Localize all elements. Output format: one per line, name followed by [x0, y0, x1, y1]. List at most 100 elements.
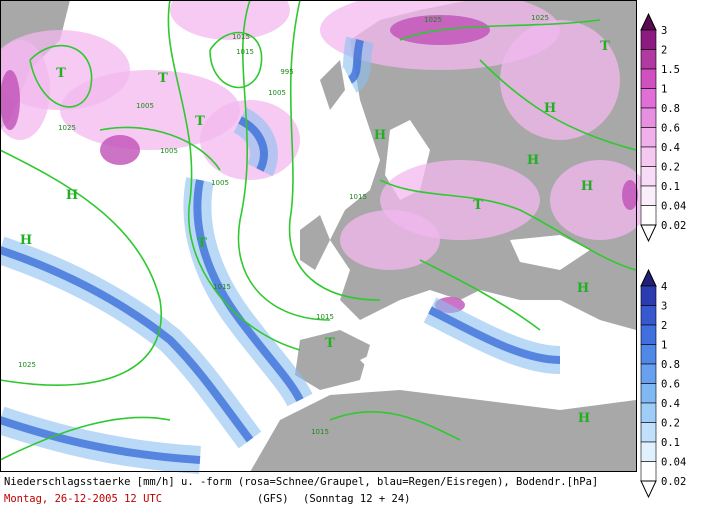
rain-swatch — [640, 363, 657, 384]
pressure-center: T — [197, 236, 207, 251]
snow-area — [340, 210, 440, 270]
rain-core — [347, 39, 364, 84]
rain-level-label: 2 — [661, 320, 667, 332]
isobar-label: 1005 — [268, 89, 286, 97]
rain-swatch — [640, 285, 657, 306]
rain-level-label: 4 — [661, 281, 667, 293]
snow-area — [60, 70, 240, 150]
isobar-label: 1025 — [58, 124, 76, 132]
precipitation — [0, 0, 650, 474]
isobar — [479, 59, 637, 151]
snow-level-label: 3 — [661, 25, 667, 37]
rain-level-label: 0.1 — [661, 437, 680, 449]
rain-swatch — [640, 344, 657, 365]
rain-core — [0, 416, 201, 464]
caption-run: (Sonntag 12 + 24) — [303, 493, 410, 505]
isobar-label: 1015 — [213, 283, 231, 291]
rain-level-label: 3 — [661, 301, 667, 313]
snow-level-label: 0.4 — [661, 142, 680, 154]
isobar — [167, 0, 301, 351]
rain-level-label: 0.04 — [661, 457, 686, 469]
rain-swatch — [640, 305, 657, 326]
isobar — [288, 0, 381, 301]
snow-bottom-arrow — [640, 224, 657, 243]
snow-level-label: 1.5 — [661, 64, 680, 76]
isobar — [209, 31, 263, 89]
isobar — [29, 44, 93, 108]
snow-level-label: 0.1 — [661, 181, 680, 193]
snow-swatch — [640, 68, 657, 89]
isobar-label: 1025 — [18, 361, 36, 369]
isobar — [419, 259, 541, 331]
snow-swatch — [640, 29, 657, 50]
isobar-label: 1015 — [349, 193, 367, 201]
pressure-center: H — [20, 233, 32, 248]
isobar-label: 1025 — [531, 14, 549, 22]
rain-core — [0, 246, 254, 443]
rain-bottom-arrow — [640, 480, 657, 499]
iberia — [295, 330, 370, 390]
map-labels: 1025 1025 1015 1015 995 1005 1005 1005 1025 1005 1… — [18, 14, 610, 436]
rain-level-label: 1 — [661, 340, 667, 352]
pressure-center: H — [544, 101, 556, 116]
snow-level-label: 0.04 — [661, 201, 686, 213]
snow-area — [500, 20, 620, 140]
map: 1025 1025 1015 1015 995 1005 1005 1005 1025 1005 1… — [0, 0, 650, 474]
pressure-center: H — [577, 281, 589, 296]
rain-core — [428, 306, 561, 364]
isobar — [379, 179, 637, 271]
caption-model: (GFS) — [257, 493, 289, 505]
snow-level-label: 0.6 — [661, 123, 680, 135]
snow-swatch — [640, 49, 657, 70]
pressure-center: T — [158, 71, 168, 86]
snow-level-label: 0.8 — [661, 103, 680, 115]
rain-swatch — [640, 441, 657, 462]
snow-swatch — [640, 127, 657, 148]
snow-level-label: 0.2 — [661, 162, 680, 174]
iceland — [320, 60, 345, 110]
rain-swatch — [640, 324, 657, 345]
isobar-label: 995 — [280, 68, 293, 76]
snow-core — [0, 70, 20, 130]
rain-core — [193, 179, 304, 402]
pressure-center: H — [374, 128, 386, 143]
rain-swatch — [640, 422, 657, 443]
snow-core — [100, 135, 140, 165]
snow-area — [170, 0, 290, 40]
isobars — [0, 0, 637, 461]
snow-swatch — [640, 205, 657, 226]
snow-swatch — [640, 107, 657, 128]
snow-swatch — [640, 88, 657, 109]
snow-swatch — [640, 166, 657, 187]
isobar-label: 1015 — [316, 313, 334, 321]
rain-core — [238, 116, 268, 172]
snow-core — [622, 180, 638, 210]
pressure-center: T — [600, 39, 610, 54]
isobar-label: 1015 — [236, 48, 254, 56]
rain-level-label: 0.6 — [661, 379, 680, 391]
pressure-center: T — [473, 198, 483, 213]
rain-swatch — [640, 402, 657, 423]
isobar — [99, 126, 221, 171]
isobar-label: 1005 — [136, 102, 154, 110]
mediterranean — [360, 330, 600, 390]
isobar-label: 1005 — [211, 179, 229, 187]
isobar-label: 1025 — [424, 16, 442, 24]
isobar — [0, 149, 162, 386]
legends: 3 2 1.5 1 0.8 0.6 0.4 0.2 0.1 0.04 0.02 4 3 2 1 0.8 0.6 0… — [640, 12, 686, 499]
snow-level-label: 0.02 — [661, 220, 686, 232]
snow-level-label: 1 — [661, 84, 667, 96]
snow-swatch — [640, 146, 657, 167]
isobar — [399, 19, 601, 41]
caption-description: Niederschlagsstaerke [mm/h] u. -form (ro… — [4, 476, 598, 488]
snow-area — [550, 160, 650, 240]
isobar — [329, 411, 461, 441]
rain-swatch — [640, 461, 657, 482]
rain-level-label: 0.2 — [661, 418, 680, 430]
pressure-center: T — [195, 114, 205, 129]
rain-swatch — [640, 383, 657, 404]
british-isles — [300, 215, 330, 270]
caption-date: Montag, 26-12-2005 12 UTC — [4, 493, 162, 505]
